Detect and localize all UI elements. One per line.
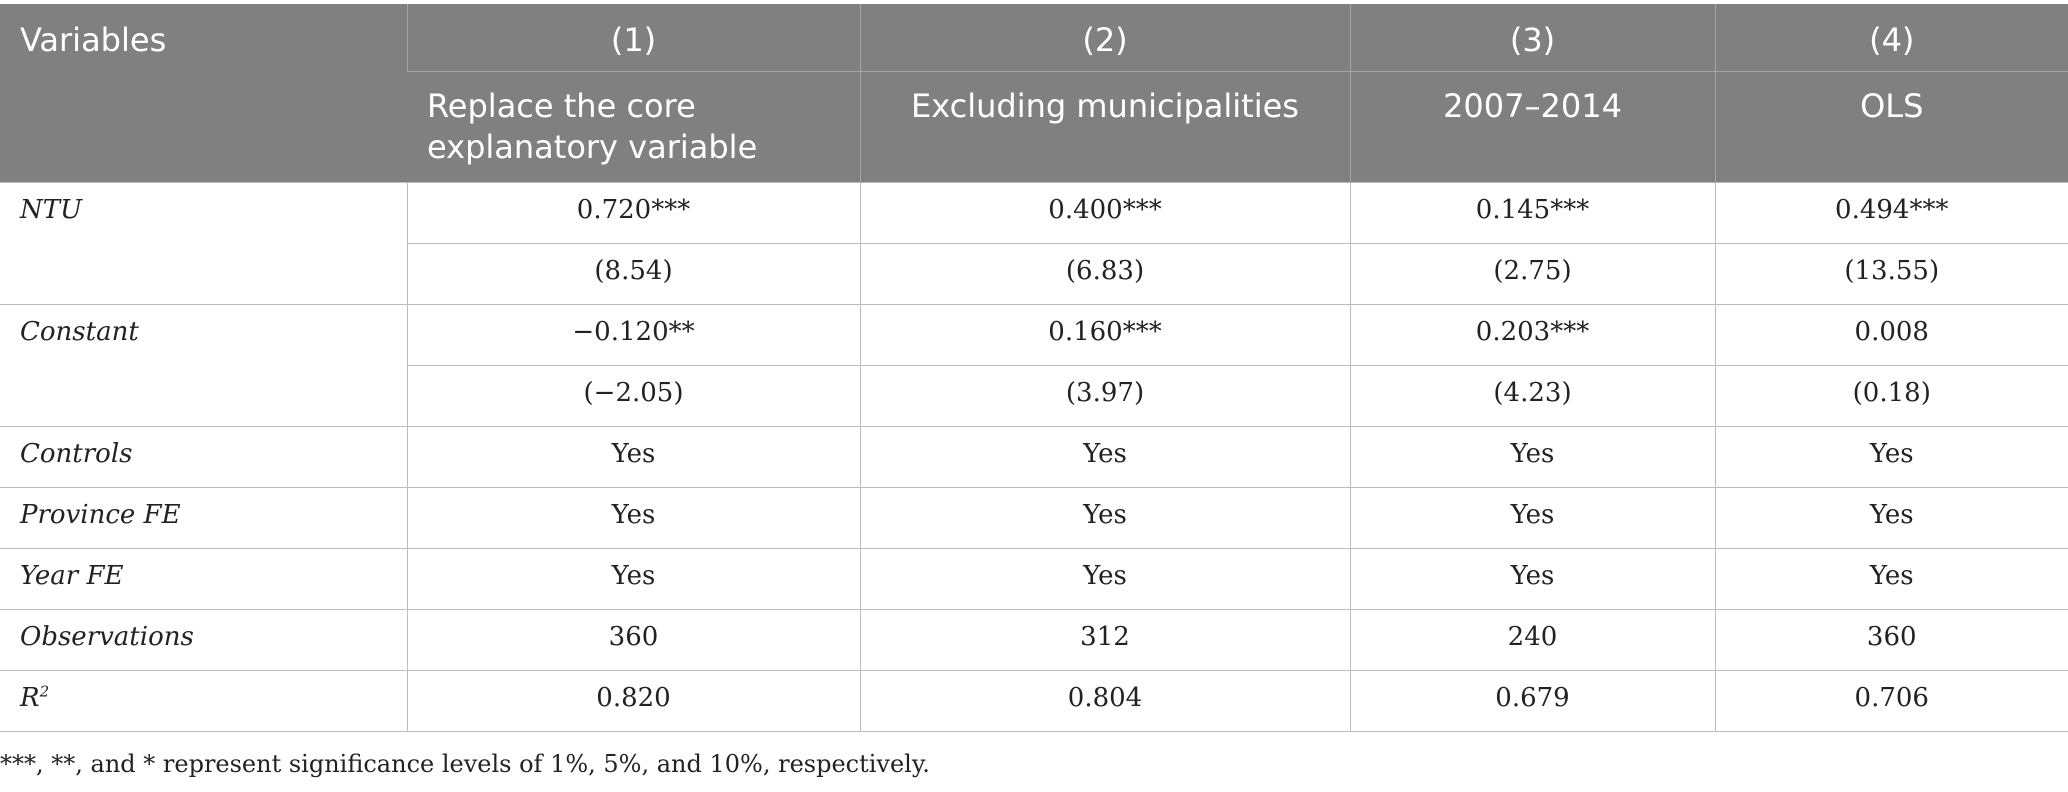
column-title-4: OLS (1714, 70, 2068, 182)
row-label-r2: R2 (0, 669, 408, 732)
cell-observations-4: 360 (1714, 608, 2068, 671)
cell-constant-coef-1: −0.120** (406, 303, 861, 366)
cell-controls-2: Yes (859, 425, 1351, 488)
cell-ntu-t-3: (2.75) (1349, 242, 1716, 305)
table-row-r2: R2 0.820 0.804 0.679 0.706 (0, 669, 2068, 732)
table-row-ntu-coef: NTU 0.720*** 0.400*** 0.145*** 0.494*** (0, 181, 2068, 305)
row-label-controls: Controls (0, 425, 408, 488)
table-row-year-fe: Year FE Yes Yes Yes Yes (0, 547, 2068, 610)
cell-province-fe-1: Yes (406, 486, 861, 549)
table-row-constant-coef: Constant −0.120** 0.160*** 0.203*** 0.00… (0, 303, 2068, 427)
cell-constant-t-2: (3.97) (859, 364, 1351, 427)
cell-ntu-t-2: (6.83) (859, 242, 1351, 305)
cell-controls-1: Yes (406, 425, 861, 488)
table-footnote: ***, **, and * represent significance le… (0, 750, 930, 778)
row-label-province-fe: Province FE (0, 486, 408, 549)
cell-constant-coef-3: 0.203*** (1349, 303, 1716, 366)
table-row-ntu-t: (8.54) (6.83) (2.75) (13.55) (0, 242, 2068, 305)
cell-year-fe-2: Yes (859, 547, 1351, 610)
column-title-2: Excluding municipalities (859, 70, 1350, 182)
cell-ntu-coef-3: 0.145*** (1349, 181, 1716, 244)
cell-ntu-t-1: (8.54) (406, 242, 861, 305)
cell-constant-t-3: (4.23) (1349, 364, 1716, 427)
row-label-constant: Constant (0, 303, 408, 427)
cell-constant-coef-2: 0.160*** (859, 303, 1351, 366)
cell-constant-t-1: (−2.05) (406, 364, 861, 427)
regression-table: Variables (1) (2) (3) (4) Replace the co… (0, 4, 2068, 732)
table-row-province-fe: Province FE Yes Yes Yes Yes (0, 486, 2068, 549)
table-body: NTU 0.720*** 0.400*** 0.145*** 0.494*** … (0, 181, 2068, 732)
header-row-titles: Replace the core explanatory variable Ex… (0, 70, 2068, 182)
header-row-numbers: Variables (1) (2) (3) (4) (0, 4, 2068, 182)
column-number-4: (4) (1714, 4, 2068, 71)
column-title-3: 2007–2014 (1349, 70, 1715, 182)
cell-year-fe-4: Yes (1714, 547, 2068, 610)
cell-ntu-coef-2: 0.400*** (859, 181, 1351, 244)
cell-r2-3: 0.679 (1349, 669, 1716, 732)
table-row-controls: Controls Yes Yes Yes Yes (0, 425, 2068, 488)
column-number-1: (1) (406, 4, 860, 71)
cell-ntu-coef-4: 0.494*** (1714, 181, 2068, 244)
table-row-constant-t: (−2.05) (3.97) (4.23) (0.18) (0, 364, 2068, 427)
cell-r2-4: 0.706 (1714, 669, 2068, 732)
cell-province-fe-2: Yes (859, 486, 1351, 549)
row-label-year-fe: Year FE (0, 547, 408, 610)
cell-constant-coef-4: 0.008 (1714, 303, 2068, 366)
cell-province-fe-4: Yes (1714, 486, 2068, 549)
cell-ntu-coef-1: 0.720*** (406, 181, 861, 244)
row-label-observations: Observations (0, 608, 408, 671)
cell-year-fe-1: Yes (406, 547, 861, 610)
r2-label-text: R (20, 682, 40, 713)
cell-r2-1: 0.820 (406, 669, 861, 732)
table-row-observations: Observations 360 312 240 360 (0, 608, 2068, 671)
cell-year-fe-3: Yes (1349, 547, 1716, 610)
column-number-3: (3) (1349, 4, 1715, 71)
column-number-2: (2) (859, 4, 1350, 71)
cell-province-fe-3: Yes (1349, 486, 1716, 549)
variables-header: Variables (0, 4, 407, 182)
row-label-ntu: NTU (0, 181, 408, 305)
table-header: Variables (1) (2) (3) (4) Replace the co… (0, 4, 2068, 182)
cell-r2-2: 0.804 (859, 669, 1351, 732)
cell-controls-3: Yes (1349, 425, 1716, 488)
cell-observations-2: 312 (859, 608, 1351, 671)
column-title-1: Replace the core explanatory variable (407, 70, 860, 182)
r2-label-superscript: 2 (39, 681, 50, 700)
cell-constant-t-4: (0.18) (1714, 364, 2068, 427)
cell-controls-4: Yes (1714, 425, 2068, 488)
cell-observations-3: 240 (1349, 608, 1716, 671)
cell-observations-1: 360 (406, 608, 861, 671)
cell-ntu-t-4: (13.55) (1714, 242, 2068, 305)
